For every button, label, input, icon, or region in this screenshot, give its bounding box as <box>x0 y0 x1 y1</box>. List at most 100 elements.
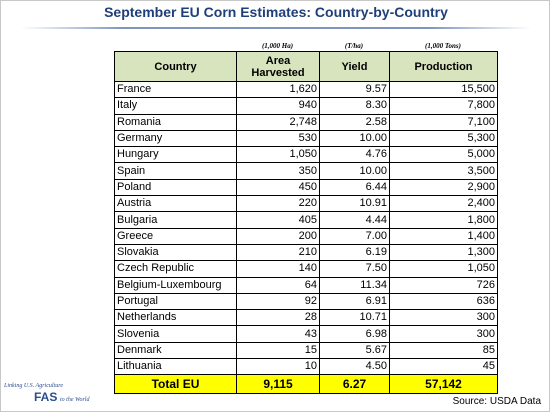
value-cell: 530 <box>236 129 320 148</box>
value-cell: 92 <box>236 292 320 311</box>
value-cell: 7.50 <box>319 260 390 278</box>
value-cell: 15 <box>236 341 320 360</box>
value-cell: 140 <box>236 260 320 278</box>
logo-text: Linking U.S. Agriculture <box>4 383 63 389</box>
value-cell: 2.58 <box>319 113 390 131</box>
total-cell: 57,142 <box>389 374 498 395</box>
country-cell: Greece <box>114 227 237 245</box>
value-cell: 1,620 <box>236 80 320 99</box>
data-row: Lithuania 10 4.50 45 <box>114 358 498 376</box>
data-row: Denmark 15 5.67 85 <box>114 341 498 360</box>
country-cell: Austria <box>114 195 237 213</box>
value-cell: 300 <box>389 309 498 327</box>
country-cell: Netherlands <box>114 309 237 327</box>
value-cell: 1,800 <box>389 211 498 229</box>
value-cell: 220 <box>236 195 320 213</box>
country-cell: Bulgaria <box>114 211 237 229</box>
country-cell: Slovenia <box>114 325 237 343</box>
value-cell: 7.00 <box>319 227 390 245</box>
value-cell: 200 <box>236 227 320 245</box>
country-cell: Slovakia <box>114 243 237 262</box>
data-row: Spain 350 10.00 3,500 <box>114 162 498 180</box>
unit-label: (1,000 Tons) <box>425 42 461 50</box>
value-cell: 450 <box>236 178 320 197</box>
value-cell: 10.00 <box>319 129 390 148</box>
data-row: Italy 940 8.30 7,800 <box>114 97 498 115</box>
data-row: Slovenia 43 6.98 300 <box>114 325 498 343</box>
value-cell: 4.50 <box>319 358 390 376</box>
value-cell: 64 <box>236 276 320 294</box>
unit-label: (T/ha) <box>344 42 364 50</box>
logo-text: to the World <box>60 397 90 403</box>
value-cell: 2,400 <box>389 195 498 213</box>
value-cell: 6.91 <box>319 292 390 311</box>
value-cell: 9.57 <box>319 80 390 99</box>
value-cell: 1,300 <box>389 243 498 262</box>
total-cell: 9,115 <box>236 374 320 395</box>
unit-label: (1,000 Ha) <box>261 42 294 50</box>
value-cell: 7,800 <box>389 97 498 115</box>
header-cell: Country <box>114 51 237 82</box>
country-cell: Poland <box>114 178 237 197</box>
value-cell: 5,000 <box>389 146 498 164</box>
total-cell: 6.27 <box>319 374 390 395</box>
country-cell: Romania <box>114 113 237 131</box>
header-row: Country Area Harvested Yield Production <box>114 51 498 82</box>
header-cell: Area Harvested <box>236 51 320 82</box>
value-cell: 5.67 <box>319 341 390 360</box>
data-row: Bulgaria 405 4.44 1,800 <box>114 211 498 229</box>
value-cell: 45 <box>389 358 498 376</box>
logo: Linking U.S. Agriculture FAS to the Worl… <box>4 383 90 409</box>
value-cell: 3,500 <box>389 162 498 180</box>
value-cell: 4.76 <box>319 146 390 164</box>
total-row: Total EU 9,115 6.27 57,142 <box>114 374 498 395</box>
value-cell: 210 <box>236 243 320 262</box>
value-cell: 8.30 <box>319 97 390 115</box>
value-cell: 10.00 <box>319 162 390 180</box>
total-cell: Total EU <box>114 374 237 395</box>
value-cell: 726 <box>389 276 498 294</box>
value-cell: 405 <box>236 211 320 229</box>
value-cell: 4.44 <box>319 211 390 229</box>
country-cell: Portugal <box>114 292 237 311</box>
value-cell: 300 <box>389 325 498 343</box>
value-cell: 28 <box>236 309 320 327</box>
value-cell: 940 <box>236 97 320 115</box>
data-row: Greece 200 7.00 1,400 <box>114 227 498 245</box>
data-row: France 1,620 9.57 15,500 <box>114 80 498 99</box>
value-cell: 1,400 <box>389 227 498 245</box>
value-cell: 6.44 <box>319 178 390 197</box>
value-cell: 6.19 <box>319 243 390 262</box>
value-cell: 43 <box>236 325 320 343</box>
data-row: Poland 450 6.44 2,900 <box>114 178 498 197</box>
data-row: Hungary 1,050 4.76 5,000 <box>114 146 498 164</box>
data-row: Portugal 92 6.91 636 <box>114 292 498 311</box>
value-cell: 10.91 <box>319 195 390 213</box>
country-cell: Spain <box>114 162 237 180</box>
value-cell: 7,100 <box>389 113 498 131</box>
data-row: Romania 2,748 2.58 7,100 <box>114 113 498 131</box>
value-cell: 636 <box>389 292 498 311</box>
data-row: Netherlands 28 10.71 300 <box>114 309 498 327</box>
country-cell: Belgium-Luxembourg <box>114 276 237 294</box>
title-rule <box>21 27 531 29</box>
value-cell: 1,050 <box>236 146 320 164</box>
value-cell: 10 <box>236 358 320 376</box>
value-cell: 85 <box>389 341 498 360</box>
country-cell: Germany <box>114 129 237 148</box>
data-row: Belgium-Luxembourg 64 11.34 726 <box>114 276 498 294</box>
country-cell: Hungary <box>114 146 237 164</box>
data-table: Country Area Harvested Yield Production Fran… <box>114 51 498 395</box>
header-cell: Production <box>389 51 498 82</box>
header-cell: Yield <box>319 51 390 82</box>
country-cell: Denmark <box>114 341 237 360</box>
value-cell: 15,500 <box>389 80 498 99</box>
value-cell: 11.34 <box>319 276 390 294</box>
data-row: Slovakia 210 6.19 1,300 <box>114 243 498 262</box>
slide-title: September EU Corn Estimates: Country-by-… <box>104 4 448 20</box>
country-cell: France <box>114 80 237 99</box>
country-cell: Lithuania <box>114 358 237 376</box>
source-note: Source: USDA Data <box>452 396 541 407</box>
